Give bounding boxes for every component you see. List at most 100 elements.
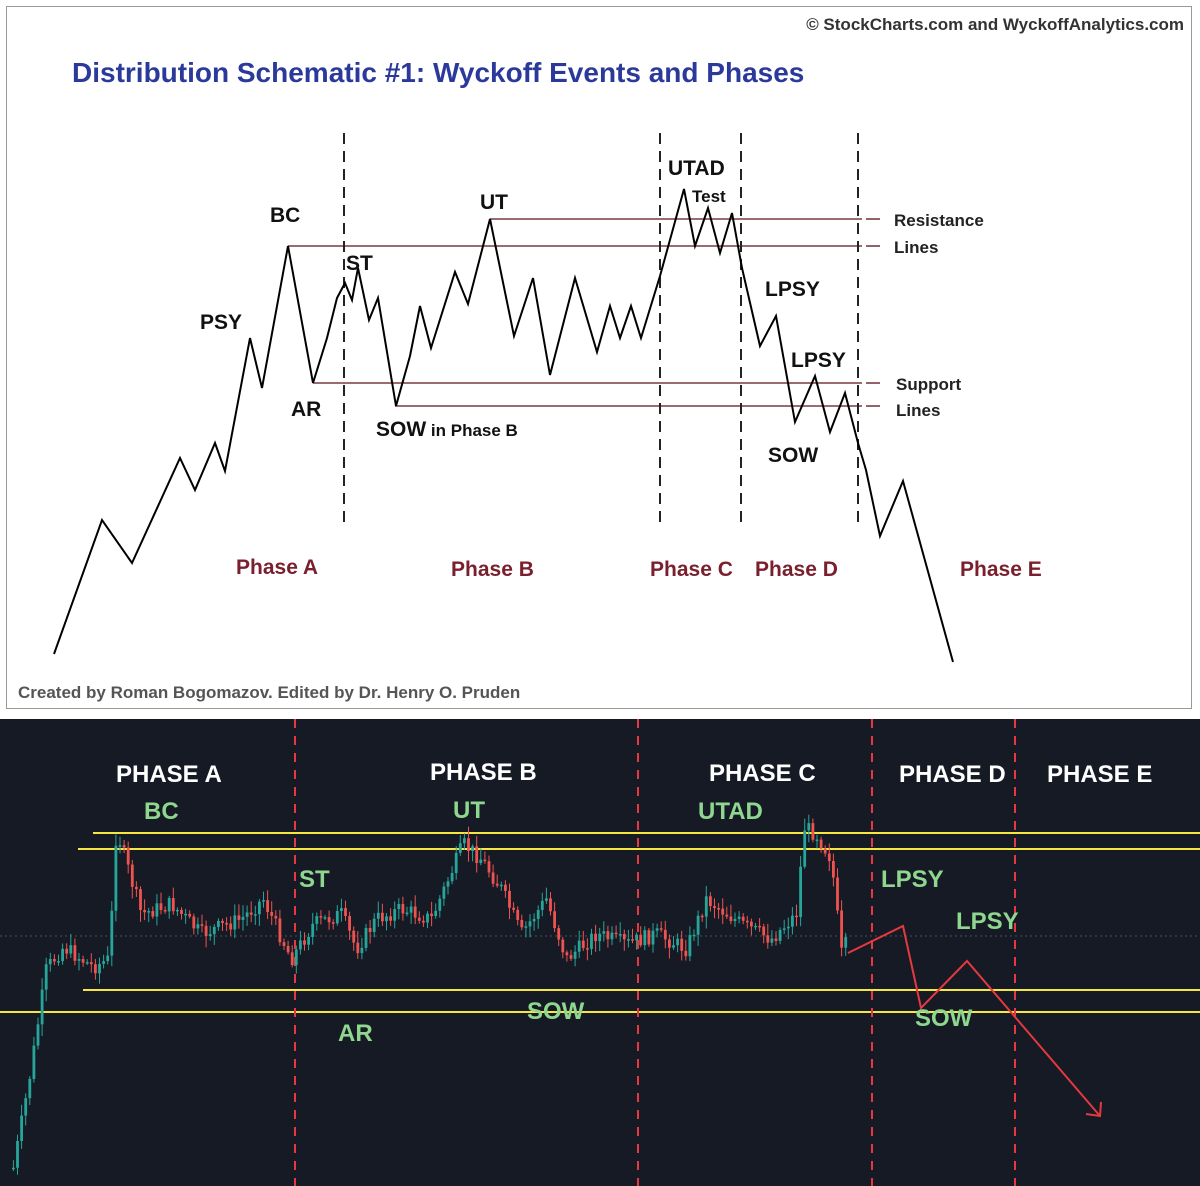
candle-body bbox=[356, 942, 360, 954]
copyright-text: © StockCharts.com and WyckoffAnalytics.c… bbox=[806, 15, 1184, 34]
candle-body bbox=[159, 903, 163, 911]
candle-body bbox=[475, 846, 479, 864]
candle-body bbox=[495, 883, 499, 886]
schematic-frame bbox=[6, 6, 1192, 709]
candle-body bbox=[721, 908, 725, 915]
candle-body bbox=[81, 959, 85, 963]
event-label-test: Test bbox=[692, 187, 726, 206]
candle-body bbox=[471, 846, 474, 851]
candlestick-series bbox=[12, 814, 848, 1175]
candle-body bbox=[827, 853, 831, 862]
chart-phase-label-c: PHASE C bbox=[709, 760, 816, 787]
candle-body bbox=[618, 933, 622, 936]
candle-body bbox=[393, 909, 397, 921]
candle-body bbox=[631, 939, 634, 941]
chart-event-label-lpsy-1: LPSY bbox=[881, 866, 944, 893]
candle-body bbox=[565, 952, 569, 956]
candle-body bbox=[786, 926, 790, 929]
candle-body bbox=[709, 896, 712, 907]
credit-text: Created by Roman Bogomazov. Edited by Dr… bbox=[18, 683, 520, 702]
candle-body bbox=[299, 940, 302, 950]
candle-body bbox=[577, 940, 581, 952]
candle-body bbox=[442, 886, 446, 899]
candle-body bbox=[331, 922, 335, 924]
candle-body bbox=[122, 845, 126, 848]
phase-label-d: Phase D bbox=[755, 558, 838, 581]
candle-body bbox=[405, 912, 409, 915]
candle-body bbox=[155, 903, 159, 917]
candle-body bbox=[303, 940, 306, 945]
candle-body bbox=[819, 839, 823, 849]
candle-body bbox=[417, 917, 421, 921]
candle-body bbox=[614, 932, 618, 935]
projection-arrowhead bbox=[1085, 1101, 1102, 1118]
candle-body bbox=[368, 927, 372, 933]
candle-body bbox=[32, 1045, 36, 1079]
chart-phase-label-a: PHASE A bbox=[116, 761, 222, 788]
candle-body bbox=[745, 920, 749, 923]
candle-body bbox=[791, 915, 794, 927]
candle-body bbox=[44, 964, 48, 990]
candle-body bbox=[680, 938, 684, 951]
candle-body bbox=[217, 920, 220, 927]
candle-body bbox=[381, 912, 384, 922]
candle-body bbox=[651, 930, 655, 945]
candle-body bbox=[606, 931, 610, 940]
candle-body bbox=[758, 925, 761, 928]
support-label-2: Lines bbox=[896, 401, 940, 420]
candle-body bbox=[413, 906, 417, 918]
candle-body bbox=[28, 1078, 32, 1099]
candle-body bbox=[143, 909, 146, 913]
candle-body bbox=[491, 872, 495, 884]
chart-event-label-st: ST bbox=[299, 866, 330, 893]
candle-body bbox=[663, 929, 667, 940]
candle-body bbox=[163, 910, 167, 912]
event-label-bc: BC bbox=[270, 204, 300, 227]
candle-body bbox=[807, 823, 811, 831]
candle-body bbox=[754, 925, 757, 928]
candle-body bbox=[795, 915, 798, 918]
chart-phase-label-b: PHASE B bbox=[430, 759, 537, 786]
candle-body bbox=[520, 919, 524, 928]
candle-body bbox=[684, 950, 688, 957]
candle-body bbox=[524, 926, 528, 928]
event-label-psy: PSY bbox=[200, 311, 242, 334]
chart-event-label-sow-2: SOW bbox=[915, 1005, 973, 1032]
candle-body bbox=[184, 913, 187, 916]
candle-body bbox=[430, 913, 433, 917]
schematic-price-path bbox=[53, 188, 954, 663]
schematic-diagram: © StockCharts.com and WyckoffAnalytics.c… bbox=[18, 15, 1184, 702]
candle-body bbox=[196, 924, 200, 929]
candle-body bbox=[188, 913, 192, 917]
candle-body bbox=[327, 917, 331, 923]
candle-body bbox=[815, 839, 819, 842]
chart-event-label-ut: UT bbox=[453, 797, 485, 824]
resistance-label-2: Lines bbox=[894, 238, 938, 257]
candle-body bbox=[467, 838, 470, 851]
candle-body bbox=[385, 916, 388, 922]
candle-body bbox=[204, 925, 208, 937]
candle-body bbox=[704, 896, 708, 917]
candle-body bbox=[352, 930, 356, 943]
candle-body bbox=[48, 958, 52, 965]
candle-body bbox=[463, 838, 466, 844]
candle-body bbox=[73, 945, 77, 961]
candle-body bbox=[700, 915, 704, 918]
candle-body bbox=[282, 942, 286, 946]
chart-event-label-sow-1: SOW bbox=[527, 998, 585, 1025]
candle-body bbox=[729, 916, 733, 922]
candle-body bbox=[581, 940, 585, 949]
candle-body bbox=[508, 890, 511, 908]
candle-body bbox=[237, 915, 241, 920]
candle-body bbox=[106, 955, 110, 962]
candle-body bbox=[135, 886, 138, 890]
candle-body bbox=[811, 823, 815, 840]
candle-body bbox=[192, 916, 196, 929]
candle-body bbox=[426, 913, 429, 923]
candle-body bbox=[594, 933, 597, 942]
price-chart: PHASE A PHASE B PHASE C PHASE D PHASE E … bbox=[0, 719, 1200, 1186]
phase-label-c: Phase C bbox=[650, 558, 733, 581]
candle-body bbox=[782, 928, 786, 931]
candle-body bbox=[598, 933, 602, 942]
candle-body bbox=[389, 916, 392, 921]
